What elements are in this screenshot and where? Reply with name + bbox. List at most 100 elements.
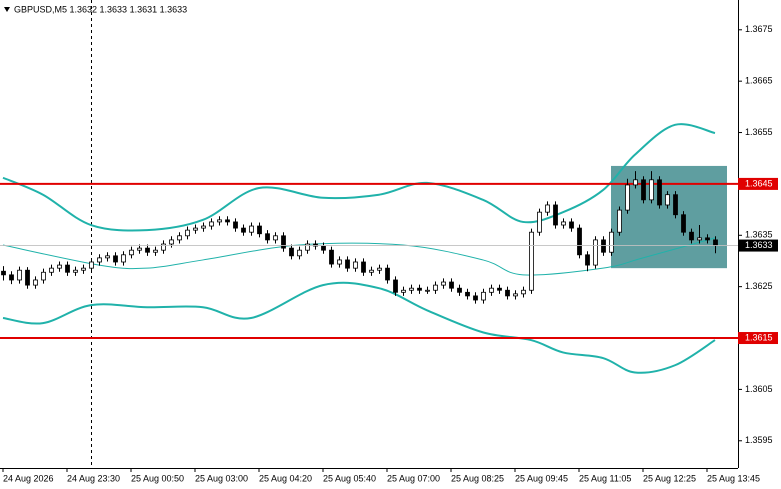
candle-body: [113, 255, 118, 263]
candle-body: [545, 204, 550, 213]
x-tick-label: 25 Aug 04:20: [259, 473, 312, 483]
candle-body: [329, 249, 334, 265]
symbol-icon: [4, 7, 10, 12]
x-tick-label: 25 Aug 13:45: [707, 473, 760, 483]
candle-body: [417, 287, 422, 291]
candle-body: [345, 259, 350, 269]
candle-body: [457, 287, 462, 293]
candle-body: [97, 257, 102, 263]
y-tick-label: 1.3675: [745, 24, 773, 34]
candle-body: [601, 239, 606, 253]
candle-body: [281, 235, 286, 249]
candle-body: [553, 204, 558, 226]
candle-body: [369, 269, 374, 273]
candle-body: [313, 243, 318, 247]
candle-body: [401, 289, 406, 293]
x-tick-label: 25 Aug 09:45: [515, 473, 568, 483]
x-tick-label: 25 Aug 05:40: [323, 473, 376, 483]
candle-body: [577, 227, 582, 256]
candle-body: [593, 239, 598, 266]
candle-body: [641, 179, 646, 201]
candle-body: [65, 264, 70, 273]
y-tick-label: 1.3655: [745, 127, 773, 137]
candle-body: [713, 239, 718, 246]
candle-body: [609, 231, 614, 253]
candle-body: [513, 293, 518, 297]
candle-body: [409, 287, 414, 291]
candle-body: [465, 291, 470, 297]
candle-body: [129, 249, 134, 256]
y-tick-label: 1.3625: [745, 281, 773, 291]
candle-body: [25, 269, 30, 286]
candle-body: [617, 209, 622, 233]
candle-body: [537, 211, 542, 233]
candle-body: [449, 281, 454, 289]
candle-body: [201, 225, 206, 229]
candle-body: [73, 269, 78, 273]
candle-body: [177, 235, 182, 241]
candle-body: [1, 270, 6, 276]
x-tick-label: 25 Aug 11:05: [579, 473, 631, 483]
candle-body: [705, 237, 710, 241]
candle-body: [249, 225, 254, 233]
candle-body: [49, 267, 54, 273]
candle-body: [569, 221, 574, 229]
last-price-label: 1.3633: [745, 240, 773, 250]
candle-body: [393, 279, 398, 293]
candle-body: [121, 254, 126, 263]
candle-body: [105, 255, 110, 259]
level-label-box: [738, 177, 778, 190]
y-tick-label: 1.3665: [745, 76, 773, 86]
candle-body: [433, 284, 438, 291]
candle-body: [441, 281, 446, 286]
candle-body: [161, 243, 166, 251]
x-tick-label: 25 Aug 03:00: [195, 473, 248, 483]
x-tick-label: 25 Aug 12:25: [643, 473, 696, 483]
candle-body: [521, 289, 526, 295]
candle-body: [185, 229, 190, 237]
candle-body: [89, 261, 94, 269]
candle-body: [489, 287, 494, 293]
candle-body: [377, 267, 382, 271]
candle-body: [481, 291, 486, 301]
candle-body: [193, 227, 198, 231]
candle-body: [297, 249, 302, 257]
candle-body: [265, 233, 270, 241]
level-label: 1.3645: [745, 178, 773, 188]
candle-body: [273, 235, 278, 241]
candle-body: [561, 221, 566, 226]
candle-body: [497, 287, 502, 291]
x-tick-label: 25 Aug 00:50: [131, 473, 184, 483]
plot-area: [0, 0, 738, 468]
candle-body: [585, 254, 590, 266]
bollinger-band: [2, 237, 716, 276]
x-tick-label: 24 Aug 2026: [3, 473, 54, 483]
bollinger-band: [2, 281, 716, 374]
candle-body: [633, 179, 638, 186]
candle-body: [425, 289, 430, 292]
candle-body: [625, 184, 630, 211]
last-price-box: [738, 239, 778, 252]
candle-body: [33, 279, 38, 286]
candle-body: [649, 179, 654, 201]
candle-body: [337, 259, 342, 265]
candle-body: [673, 194, 678, 216]
y-tick-label: 1.3605: [745, 384, 773, 394]
candle-body: [505, 289, 510, 297]
x-tick-label: 25 Aug 08:25: [451, 473, 504, 483]
candle-body: [697, 237, 702, 241]
x-tick-label: 25 Aug 07:00: [387, 473, 440, 483]
candle-body: [41, 271, 46, 281]
candle-body: [353, 261, 358, 269]
candle-body: [225, 219, 230, 223]
candle-body: [137, 247, 142, 251]
candle-body: [9, 274, 14, 281]
candle-body: [681, 214, 686, 233]
candle-body: [289, 247, 294, 257]
candle-body: [145, 247, 150, 253]
candle-body: [233, 221, 238, 229]
candle-body: [209, 221, 214, 227]
candle-body: [689, 231, 694, 241]
candle-body: [361, 261, 366, 273]
